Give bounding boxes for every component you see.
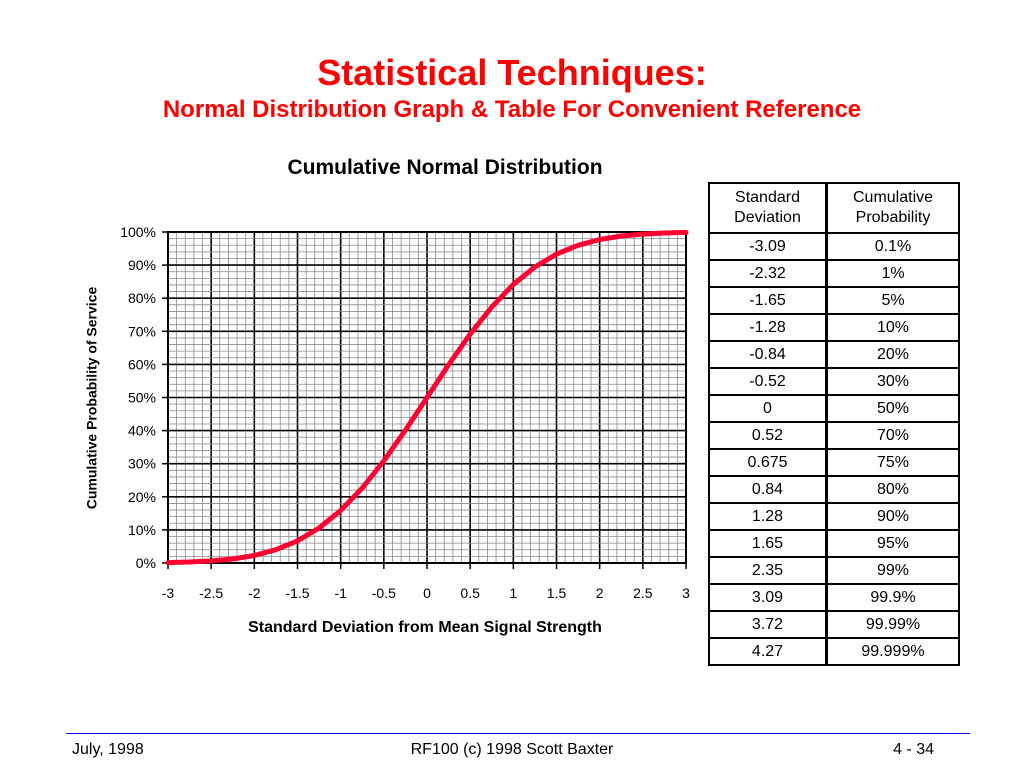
- y-tick-label: 20%: [128, 489, 156, 505]
- cell-cum-prob: 70%: [828, 423, 958, 448]
- x-axis-label: Standard Deviation from Mean Signal Stre…: [248, 619, 602, 636]
- x-tick-label: 0: [423, 585, 431, 601]
- y-tick-label: 70%: [128, 323, 156, 339]
- cell-cum-prob: 80%: [828, 477, 958, 502]
- table-row: 2.35 99%: [710, 558, 958, 583]
- cell-cum-prob: 20%: [828, 342, 958, 367]
- cell-std-dev: 0.84: [710, 477, 828, 502]
- x-tick-label: -1: [334, 585, 347, 601]
- cell-std-dev: 1.65: [710, 531, 828, 556]
- footer-rule: [66, 733, 970, 734]
- table-row: 1.28 90%: [710, 504, 958, 529]
- y-tick-label: 0%: [136, 555, 156, 571]
- x-tick-label: -3: [162, 585, 175, 601]
- cell-cum-prob: 10%: [828, 315, 958, 340]
- cell-cum-prob: 0.1%: [828, 234, 958, 259]
- header-std-dev: Standard Deviation: [710, 184, 828, 232]
- slide-title: Statistical Techniques:: [317, 52, 707, 93]
- cell-std-dev: 0: [710, 396, 828, 421]
- table-header-row: Standard Deviation Cumulative Probability: [710, 184, 958, 232]
- cell-std-dev: 4.27: [710, 639, 828, 664]
- table-row: 4.27 99.999%: [710, 639, 958, 664]
- cell-std-dev: 3.72: [710, 612, 828, 637]
- x-tick-label: 2: [596, 585, 604, 601]
- table-row: 0.675 75%: [710, 450, 958, 475]
- cell-std-dev: -0.84: [710, 342, 828, 367]
- table-row: -2.32 1%: [710, 261, 958, 286]
- cell-std-dev: -1.28: [710, 315, 828, 340]
- x-tick-label: 2.5: [633, 585, 653, 601]
- x-tick-label: 1: [509, 585, 517, 601]
- cell-cum-prob: 99.999%: [828, 639, 958, 664]
- footer-date: July, 1998: [72, 741, 144, 758]
- x-tick-label: 3: [682, 585, 690, 601]
- reference-table: Standard Deviation Cumulative Probability …: [708, 182, 960, 666]
- x-tick-label: 0.5: [460, 585, 480, 601]
- table-row: 3.09 99.9%: [710, 585, 958, 610]
- footer-copyright: RF100 (c) 1998 Scott Baxter: [410, 741, 614, 758]
- table-row: -0.52 30%: [710, 369, 958, 394]
- y-tick-label: 50%: [128, 390, 156, 406]
- x-tick-label: -2: [248, 585, 261, 601]
- table-row: 1.65 95%: [710, 531, 958, 556]
- cell-std-dev: -2.32: [710, 261, 828, 286]
- cell-cum-prob: 75%: [828, 450, 958, 475]
- cell-std-dev: -1.65: [710, 288, 828, 313]
- x-tick-label: 1.5: [547, 585, 567, 601]
- y-tick-label: 60%: [128, 356, 156, 372]
- cell-cum-prob: 50%: [828, 396, 958, 421]
- y-tick-label: 90%: [128, 257, 156, 273]
- chart-title: Cumulative Normal Distribution: [287, 156, 603, 179]
- y-tick-label: 40%: [128, 423, 156, 439]
- y-tick-label: 100%: [120, 224, 156, 240]
- x-tick-label: -2.5: [199, 585, 223, 601]
- cell-std-dev: -0.52: [710, 369, 828, 394]
- cell-cum-prob: 99.9%: [828, 585, 958, 610]
- cell-cum-prob: 99.99%: [828, 612, 958, 637]
- y-tick-label: 10%: [128, 522, 156, 538]
- cell-cum-prob: 1%: [828, 261, 958, 286]
- table-row: -1.65 5%: [710, 288, 958, 313]
- table-row: 3.72 99.99%: [710, 612, 958, 637]
- table-row: 0.52 70%: [710, 423, 958, 448]
- cell-cum-prob: 90%: [828, 504, 958, 529]
- table-row: 0.84 80%: [710, 477, 958, 502]
- cell-std-dev: 0.52: [710, 423, 828, 448]
- cell-cum-prob: 95%: [828, 531, 958, 556]
- table-row: 0 50%: [710, 396, 958, 421]
- x-tick-label: -1.5: [285, 585, 309, 601]
- y-tick-label: 30%: [128, 456, 156, 472]
- y-tick-label: 80%: [128, 290, 156, 306]
- table-row: -0.84 20%: [710, 342, 958, 367]
- cell-cum-prob: 5%: [828, 288, 958, 313]
- footer-page-number: 4 - 34: [893, 741, 934, 758]
- table-row: -1.28 10%: [710, 315, 958, 340]
- cell-std-dev: 1.28: [710, 504, 828, 529]
- slide-subtitle: Normal Distribution Graph & Table For Co…: [162, 96, 862, 123]
- cell-cum-prob: 99%: [828, 558, 958, 583]
- header-cum-prob: Cumulative Probability: [828, 184, 958, 232]
- cell-std-dev: 3.09: [710, 585, 828, 610]
- x-tick-label: -0.5: [372, 585, 396, 601]
- cell-cum-prob: 30%: [828, 369, 958, 394]
- cell-std-dev: 2.35: [710, 558, 828, 583]
- table-row: -3.09 0.1%: [710, 234, 958, 259]
- cell-std-dev: -3.09: [710, 234, 828, 259]
- cell-std-dev: 0.675: [710, 450, 828, 475]
